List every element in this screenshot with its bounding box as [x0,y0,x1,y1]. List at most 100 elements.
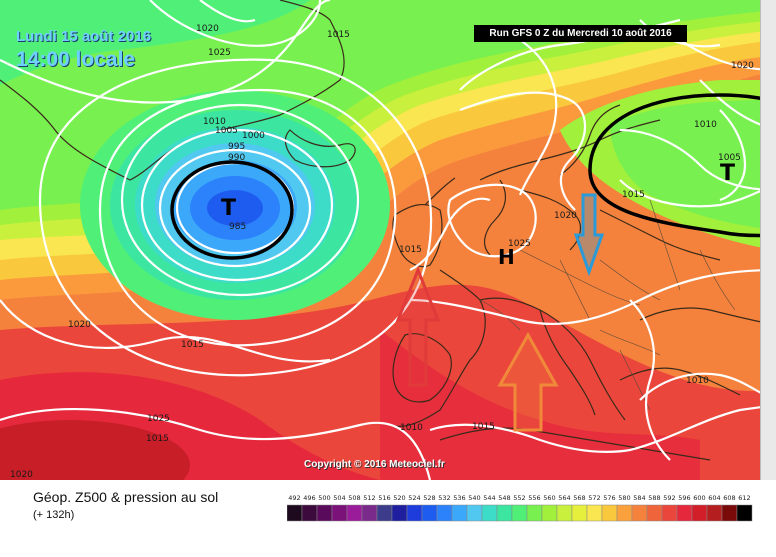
forecast-date: Lundi 15 août 2016 [16,28,152,45]
scale-swatch [661,504,678,522]
scale-value: 584 [633,494,645,502]
scale-value: 548 [498,494,510,502]
scale-value: 592 [663,494,675,502]
scale-swatch [511,504,528,522]
scale-value: 604 [708,494,720,502]
pressure-label: 1015 [146,434,169,444]
run-info: Run GFS 0 Z du Mercredi 10 août 2016 [474,25,687,42]
pressure-label: 1020 [554,211,577,221]
scale-swatch [301,504,318,522]
scale-swatch [706,504,723,522]
pressure-label: 1015 [181,340,204,350]
scale-value: 544 [483,494,495,502]
pressure-label: 1010 [203,117,226,127]
scale-swatch [481,504,498,522]
scale-swatch [391,504,408,522]
scale-swatch [691,504,708,522]
scale-value: 600 [693,494,705,502]
pressure-label: 1025 [147,414,170,424]
geopotential-line-east [588,93,776,238]
scale-swatch [361,504,378,522]
legend-title: Géop. Z500 & pression au sol [33,489,219,505]
color-scale: 492 496 500 504 508 512 516 520 524 528 532 536 540 5… [287,494,753,522]
scale-value: 508 [348,494,360,502]
scale-value: 552 [513,494,525,502]
scale-value: 516 [378,494,390,502]
scale-swatch [496,504,513,522]
scale-swatch [571,504,588,522]
scale-swatch [736,504,753,522]
scale-value: 596 [678,494,690,502]
field-red-east [380,330,700,480]
scale-value: 564 [558,494,570,502]
scale-value: 532 [438,494,450,502]
low-center-letter: T [221,196,236,221]
scale-swatch [331,504,348,522]
scale-swatch [526,504,543,522]
pressure-centers: T H T [221,161,735,269]
scale-swatch [466,504,483,522]
pressure-label: 1010 [694,120,717,130]
low-center-letter: T [720,161,735,186]
pressure-label: 1020 [68,320,91,330]
weather-map: 1020 1025 1015 1010 1005 1000 995 990 985 1020 101… [0,0,776,480]
scale-value: 580 [618,494,630,502]
scale-value: 496 [303,494,315,502]
field-east-trough-inner [610,100,776,230]
scale-value: 560 [543,494,555,502]
scale-value: 536 [453,494,465,502]
pressure-label: 1005 [718,153,741,163]
pressure-label: 1020 [196,24,219,34]
pressure-label: 1010 [686,376,709,386]
scale-swatch [541,504,558,522]
scale-swatch [346,504,363,522]
field-deep-red [0,420,190,480]
scale-value: 572 [588,494,600,502]
scale-swatch [616,504,633,522]
scale-swatch [556,504,573,522]
scale-value: 588 [648,494,660,502]
scale-value: 528 [423,494,435,502]
scale-swatch [631,504,648,522]
scale-swatch [436,504,453,522]
forecast-time: 14:00 locale [16,48,136,71]
pressure-label: 1000 [242,131,265,141]
scale-swatch [316,504,333,522]
scale-swatch [586,504,603,522]
scale-value: 524 [408,494,420,502]
side-strip [760,0,776,480]
arrow-red [395,265,441,387]
scale-value: 540 [468,494,480,502]
scale-value: 492 [288,494,300,502]
pressure-label: 1015 [472,422,495,432]
scale-value: 568 [573,494,585,502]
scale-swatch [376,504,393,522]
scale-swatch [646,504,663,522]
pressure-label: 1015 [399,245,422,255]
arrow-orange [497,331,559,432]
copyright: Copyright © 2016 Meteociel.fr [304,459,445,470]
isobars [0,0,776,480]
pressure-label: 1015 [622,190,645,200]
scale-value: 612 [738,494,750,502]
scale-value: 520 [393,494,405,502]
scale-swatch [676,504,693,522]
pressure-label: 1005 [215,126,238,136]
scale-value: 500 [318,494,330,502]
scale-swatch [287,504,303,522]
high-center-letter: H [498,245,515,269]
pressure-label: 985 [229,222,246,232]
scale-swatch [721,504,738,522]
scale-swatch [406,504,423,522]
scale-value: 608 [723,494,735,502]
field-north-green [0,0,310,85]
pressure-label: 1020 [10,470,33,480]
scale-value: 504 [333,494,345,502]
scale-value: 576 [603,494,615,502]
scale-swatch [451,504,468,522]
scale-value: 556 [528,494,540,502]
arrow-blue [573,193,605,277]
geopotential-line-low [170,160,294,260]
